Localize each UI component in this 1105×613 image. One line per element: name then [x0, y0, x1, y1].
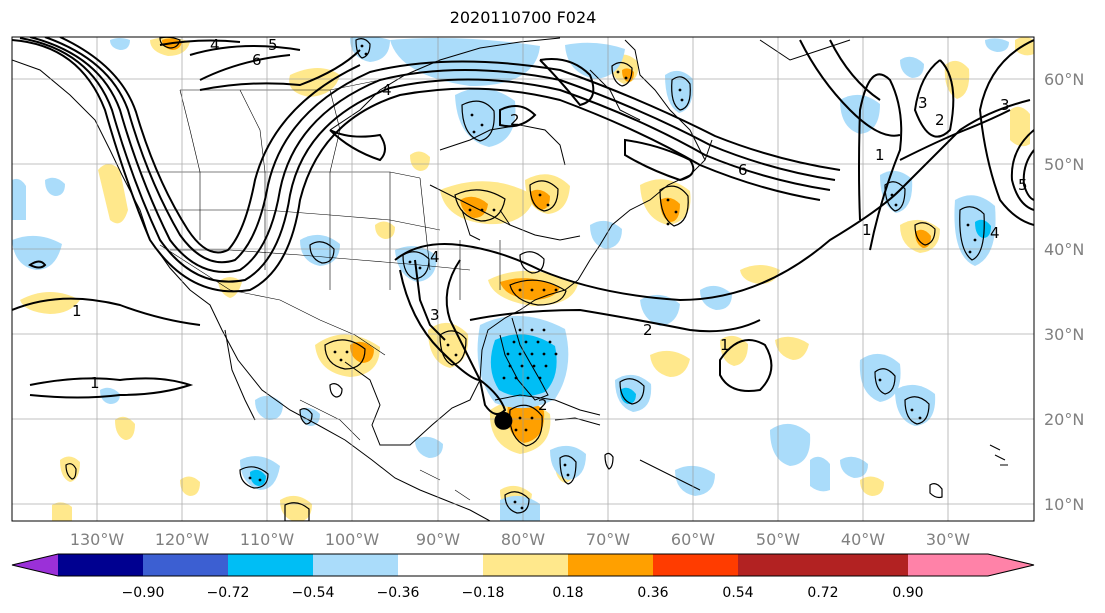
map-frame	[11, 36, 1035, 522]
colorbar-segment	[143, 554, 228, 576]
colorbar-segment	[568, 554, 653, 576]
colorbar-segment	[398, 554, 483, 576]
lon-label: 80°W	[501, 530, 545, 549]
colorbar-segment	[823, 554, 908, 576]
lon-label: 120°W	[155, 530, 210, 549]
contour-label: 2	[538, 396, 548, 414]
contour-label: 4	[210, 36, 220, 54]
contour-label: 6	[738, 161, 748, 179]
contour-label: 6	[252, 51, 262, 69]
contour-label: 5	[1018, 176, 1028, 194]
latitude-labels: 60°N 50°N 40°N 30°N 20°N 10°N	[1044, 70, 1084, 514]
colorbar-label: −0.90	[122, 585, 165, 601]
colorbar-label: 0.90	[892, 585, 923, 601]
colorbar-max-extension	[988, 554, 1034, 576]
contour-label: 1	[72, 302, 82, 320]
contour-label-group: 4 5 6 4 2 6 4 3 3 1 1 2 1 1 1 2 2 3 5 4	[72, 36, 1028, 414]
lat-label: 10°N	[1044, 495, 1084, 514]
colorbar-segment	[58, 554, 143, 576]
contour-label: 4	[430, 248, 440, 266]
lon-label: 130°W	[70, 530, 125, 549]
contour-label: 2	[935, 111, 945, 129]
contour-label: 1	[862, 221, 872, 239]
contour-label: 3	[918, 94, 928, 112]
lon-label: 40°W	[841, 530, 885, 549]
contour-label: 2	[643, 321, 653, 339]
lat-label: 30°N	[1044, 325, 1084, 344]
colorbar: −0.90 −0.72 −0.54 −0.36 −0.18 0.18 0.36 …	[11, 553, 1035, 601]
significance-stipple	[248, 44, 977, 510]
feature-outlines	[65, 37, 985, 521]
colorbar-label: −0.72	[207, 585, 250, 601]
colorbar-outline	[11, 553, 1035, 577]
colorbar-label: −0.54	[292, 585, 335, 601]
graticule	[12, 37, 1034, 521]
colorbar-segment	[653, 554, 738, 576]
longitude-labels: 130°W 120°W 110°W 100°W 90°W 80°W 70°W 6…	[70, 530, 970, 549]
lon-label: 70°W	[586, 530, 630, 549]
lon-label: 110°W	[240, 530, 295, 549]
map-title: 2020110700 F024	[449, 8, 597, 27]
contour-label: 5	[268, 36, 278, 54]
contour-lines	[12, 37, 1034, 415]
contour-label: 1	[90, 374, 100, 392]
contour-label: 1	[875, 146, 885, 164]
contour-label: 1	[720, 336, 730, 354]
contour-label: 3	[430, 306, 440, 324]
colorbar-segment	[908, 554, 988, 576]
colorbar-segment	[738, 554, 823, 576]
lat-label: 50°N	[1044, 155, 1084, 174]
colorbar-segment	[228, 554, 313, 576]
contour-label: 3	[1000, 96, 1010, 114]
lon-label: 60°W	[671, 530, 715, 549]
lat-label: 40°N	[1044, 240, 1084, 259]
colorbar-segment	[313, 554, 398, 576]
lon-label: 30°W	[926, 530, 970, 549]
colorbar-label: 0.54	[722, 585, 753, 601]
colorbar-min-extension	[12, 554, 58, 576]
colorbar-segment	[483, 554, 568, 576]
colorbar-label: 0.36	[637, 585, 668, 601]
lon-label: 90°W	[416, 530, 460, 549]
colorbar-label: −0.18	[462, 585, 505, 601]
lat-label: 20°N	[1044, 410, 1084, 429]
colorbar-label: 0.18	[552, 585, 583, 601]
colorbar-label: 0.72	[807, 585, 838, 601]
lat-label: 60°N	[1044, 70, 1084, 89]
contour-label: 4	[990, 224, 1000, 242]
lon-label: 50°W	[756, 530, 800, 549]
colorbar-label: −0.36	[377, 585, 420, 601]
lon-label: 100°W	[325, 530, 380, 549]
storm-center-marker	[494, 411, 513, 430]
contour-label: 2	[510, 111, 520, 129]
contour-label: 4	[382, 81, 392, 99]
